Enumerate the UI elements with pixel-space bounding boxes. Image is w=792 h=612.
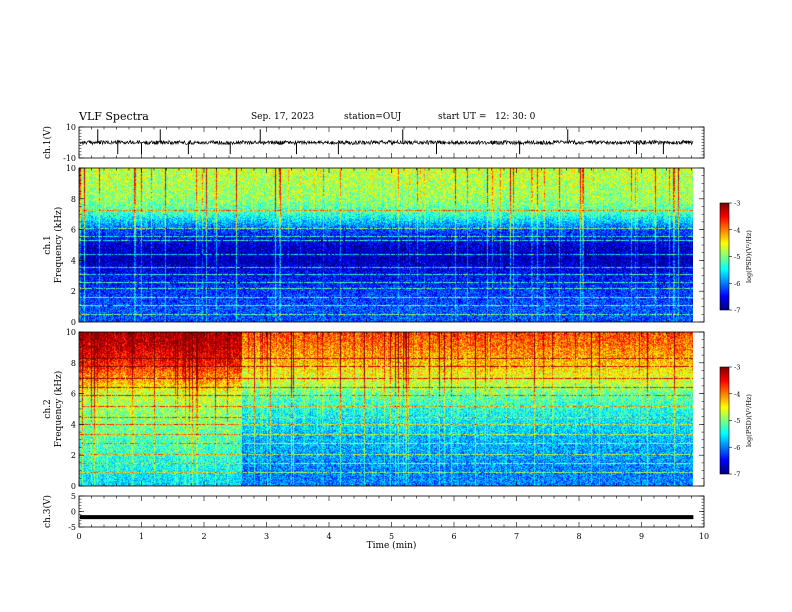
x-tick-label: 9 [639,532,644,541]
x-tick-label: 7 [514,532,519,541]
panel-2-y-tick-label: 6 [71,226,76,235]
colorbar-1-gradient [720,203,729,310]
panel-3-y-label: Frequency (kHz) [53,371,64,448]
panel-2-y-tick-label: 8 [71,195,76,204]
panel-4-y-tick-label: -5 [68,523,76,532]
panel-4-y-tick-label: 0 [71,508,76,517]
colorbar-2-tick-label: -3 [734,364,740,372]
panel-2-y-label: Frequency (kHz) [53,207,64,284]
x-tick-label: 2 [201,532,206,541]
chart-title: VLF Spectra [79,110,149,123]
x-tick-label: 0 [76,532,81,541]
panel-2-y-tick-label: 4 [71,256,76,265]
colorbar-2-tick-label: -7 [734,471,740,479]
panel-2-y-tick-label: 10 [66,164,76,173]
panel-2-y-tick-label: 0 [71,318,76,327]
colorbar-2-tick-label: -4 [734,390,740,398]
colorbar-1-tick-label: -5 [734,253,740,261]
colorbar-2-label: log(PSD)(V²/Hz) [745,394,753,447]
colorbar-1-tick-label: -6 [734,280,740,288]
colorbar-1-tick-label: -7 [734,307,740,315]
colorbar-1-tick-label: -3 [734,200,740,208]
colorbar-1-tick-label: -4 [734,226,740,234]
x-axis-label: Time (min) [367,540,417,551]
panel-3-y-tick-label: 0 [71,482,76,491]
date-label: Sep. 17, 2023 [251,112,315,122]
x-tick-label: 5 [389,532,394,541]
panel-4-y-tick-label: 5 [71,492,76,501]
start-time-label: start UT = 12: 30: 0 [438,112,536,122]
panel-2-y-tick-label: 2 [71,287,76,296]
colorbar-2-tick-label: -5 [734,417,740,425]
panel-4-y-label: ch.3(V) [42,495,53,528]
ch1-spectrogram-image [79,168,693,322]
panel-2-y-label: ch.1 [43,235,53,254]
marks-layer: 10-10ch.1(V)-3-4-5-6-7log(PSD)(V²/Hz)024… [42,123,753,551]
panel-3-y-tick-label: 6 [71,390,76,399]
panel-3-y-tick-label: 10 [66,328,76,337]
x-tick-label: 3 [264,532,269,541]
x-tick-label: 10 [699,532,709,541]
x-tick-label: 6 [451,532,456,541]
colorbar-2-gradient [720,367,729,474]
ch1-waveform-trace [79,139,694,146]
panel-3-y-tick-label: 8 [71,359,76,368]
colorbar-1-label: log(PSD)(V²/Hz) [745,230,753,283]
panel-1-y-tick-label: 10 [66,123,76,132]
panel-3-y-tick-label: 4 [71,420,76,429]
panel-1-y-tick-label: -10 [63,154,76,163]
ch2-spectrogram-image [79,332,693,486]
panel-3-y-tick-label: 2 [71,451,76,460]
panel-1-y-label: ch.1(V) [42,126,53,159]
x-tick-label: 4 [326,532,331,541]
x-tick-label: 8 [576,532,581,541]
colorbar-2-tick-label: -6 [734,444,740,452]
station-label: station=OUJ [344,112,402,122]
panel-3-y-label: ch.2 [43,399,53,418]
x-tick-label: 1 [139,532,144,541]
spectrogram-layer [79,168,729,486]
